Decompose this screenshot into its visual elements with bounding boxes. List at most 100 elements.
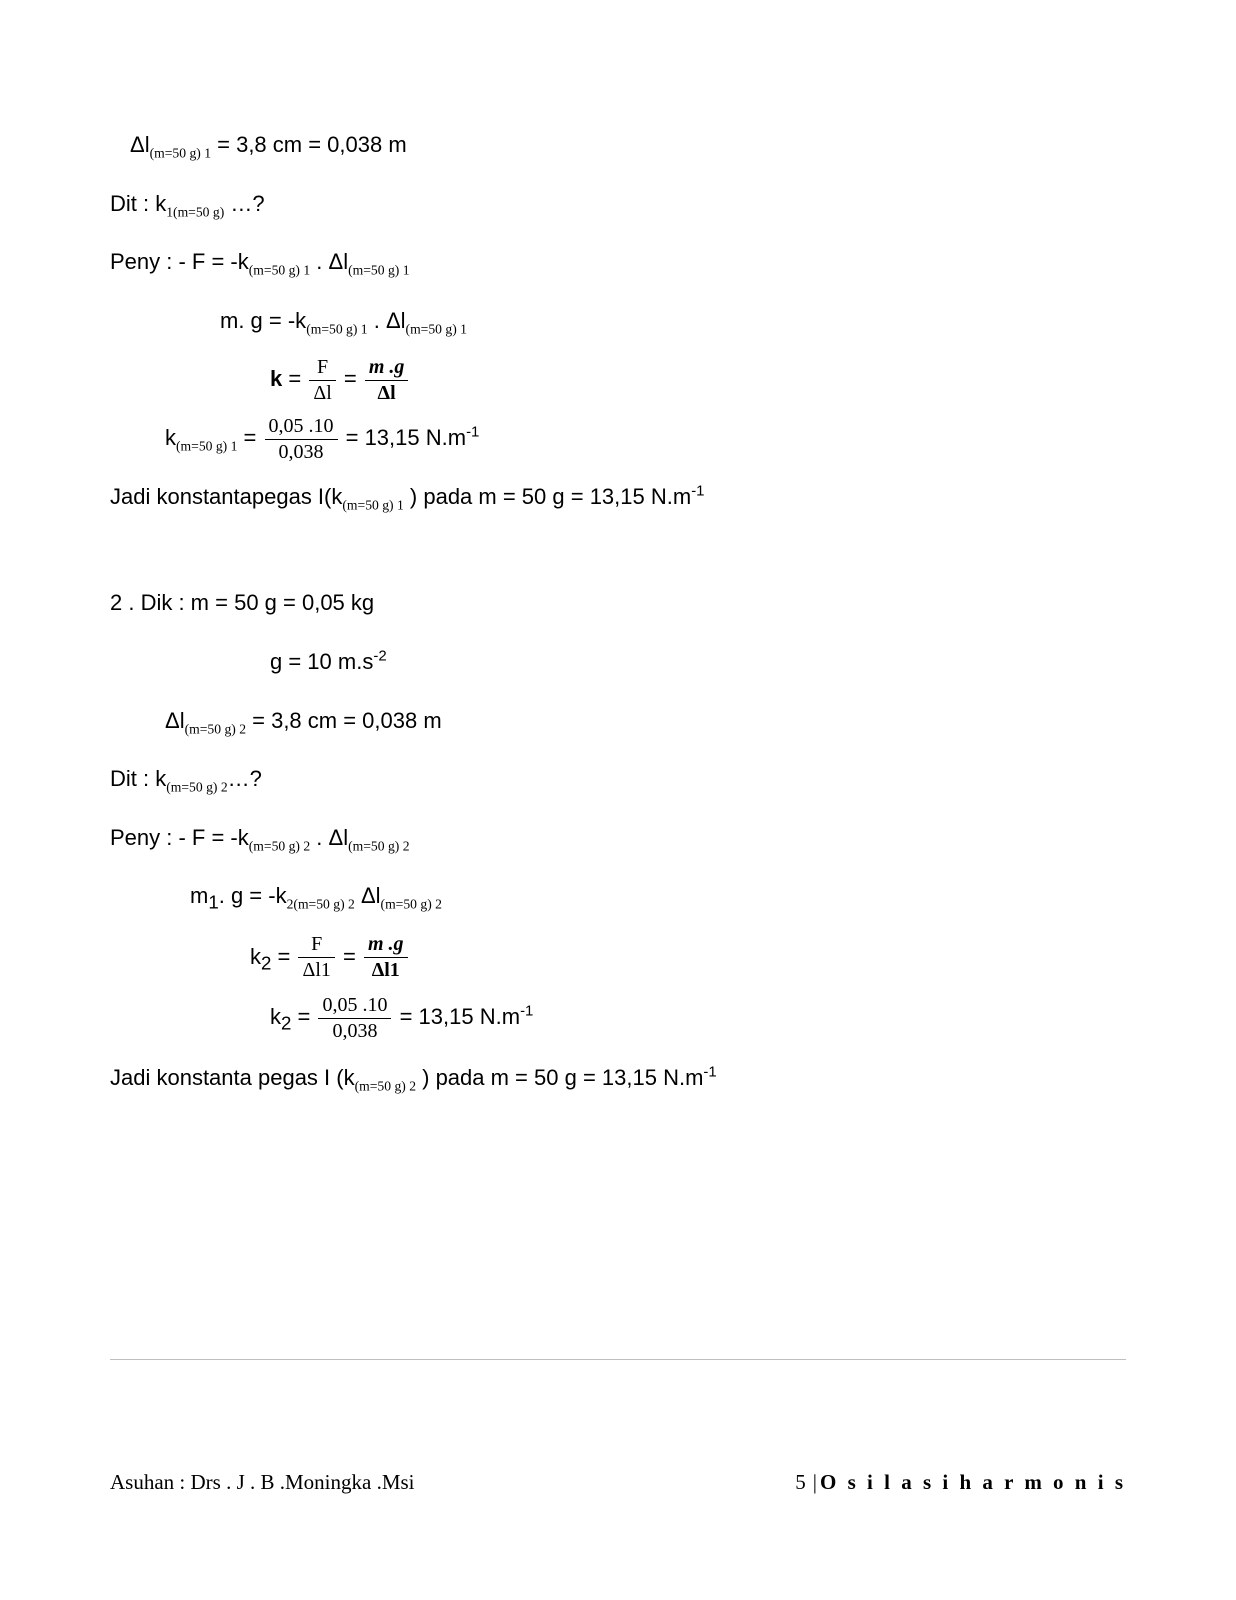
text: = 3,8 cm = 0,038 m: [246, 708, 442, 733]
denominator: Δl: [309, 381, 335, 405]
text: Δl: [165, 708, 185, 733]
text: Δl: [355, 883, 381, 908]
text: = 13,15 N.m: [340, 425, 467, 450]
numerator: 0,05 .10: [318, 994, 391, 1019]
superscript: -1: [520, 1003, 533, 1020]
subscript: 2(m=50 g) 2: [287, 897, 355, 912]
text: =: [282, 366, 307, 391]
text: =: [237, 425, 262, 450]
subscript: 2: [261, 952, 271, 973]
text: k: [250, 944, 261, 969]
subscript: (m=50 g) 1: [406, 321, 467, 336]
subscript: (m=50 g) 2: [348, 838, 409, 853]
page-number: 5: [795, 1470, 806, 1494]
doc-title: O s i l a s i h a r m o n i s: [820, 1470, 1126, 1494]
superscript: -1: [703, 1063, 716, 1080]
equation-line: k2 = 0,05 .100,038 = 13,15 N.m-1: [110, 992, 1126, 1044]
subscript: (m=50 g) 2: [249, 838, 310, 853]
equation-line: Dit : k1(m=50 g) …?: [110, 179, 1126, 230]
denominator: Δl: [365, 381, 409, 405]
fraction: m .gΔl: [365, 356, 409, 405]
superscript: -1: [691, 482, 704, 499]
equation-line: Δl(m=50 g) 2 = 3,8 cm = 0,038 m: [110, 696, 1126, 747]
denominator: 0,038: [265, 440, 338, 464]
superscript: -1: [466, 424, 479, 441]
text: Jadi konstanta pegas I (k: [110, 1065, 355, 1090]
text: . Δl: [310, 825, 348, 850]
equation-line: m. g = -k(m=50 g) 1 . Δl(m=50 g) 1: [110, 296, 1126, 347]
text: . g = -k: [219, 883, 287, 908]
separator: |: [813, 1470, 817, 1494]
text: Dit : k: [110, 766, 166, 791]
conclusion-line: Jadi konstanta pegas I (k(m=50 g) 2 ) pa…: [110, 1053, 1126, 1104]
subscript: (m=50 g) 1: [342, 497, 403, 512]
numerator: m .g: [365, 356, 409, 381]
text: m: [190, 883, 208, 908]
text: …?: [224, 191, 264, 216]
text: k: [270, 1004, 281, 1029]
footer-author: Asuhan : Drs . J . B .Moningka .Msi: [110, 1470, 415, 1495]
text: ) pada m = 50 g = 13,15 N.m: [404, 484, 691, 509]
numerator: m .g: [364, 933, 408, 958]
subscript: (m=50 g) 1: [249, 263, 310, 278]
text: Δl: [130, 132, 150, 157]
text: k: [270, 366, 282, 391]
text: =: [337, 944, 362, 969]
footer-divider: [110, 1359, 1126, 1360]
subscript: (m=50 g) 2: [166, 780, 227, 795]
text: …?: [228, 766, 262, 791]
text: Peny : - F = -k: [110, 825, 249, 850]
fraction: 0,05 .100,038: [265, 415, 338, 464]
text: = 13,15 N.m: [393, 1004, 520, 1029]
text: k: [165, 425, 176, 450]
equation-line: Peny : - F = -k(m=50 g) 2 . Δl(m=50 g) 2: [110, 813, 1126, 864]
denominator: Δl1: [298, 958, 334, 982]
conclusion-line: Jadi konstantapegas I(k(m=50 g) 1 ) pada…: [110, 472, 1126, 523]
equation-line: k = FΔl = m .gΔl: [110, 354, 1126, 405]
text: Jadi konstantapegas I(k: [110, 484, 342, 509]
page-footer: Asuhan : Drs . J . B .Moningka .Msi 5 |O …: [110, 1470, 1126, 1495]
denominator: Δl1: [364, 958, 408, 982]
text: =: [271, 944, 296, 969]
equation-line: m1. g = -k2(m=50 g) 2 Δl(m=50 g) 2: [110, 871, 1126, 923]
subscript: (m=50 g) 2: [355, 1078, 416, 1093]
numerator: 0,05 .10: [265, 415, 338, 440]
subscript: 1(m=50 g): [166, 204, 224, 219]
text: Peny : - F = -k: [110, 249, 249, 274]
fraction: 0,05 .100,038: [318, 994, 391, 1043]
text: g = 10 m.s: [270, 649, 373, 674]
document-page: Δl(m=50 g) 1 = 3,8 cm = 0,038 m Dit : k1…: [0, 0, 1236, 1600]
fraction: m .gΔl1: [364, 933, 408, 982]
subscript: (m=50 g) 2: [381, 897, 442, 912]
subscript: (m=50 g) 2: [185, 721, 246, 736]
footer-page-info: 5 |O s i l a s i h a r m o n i s: [795, 1470, 1126, 1495]
equation-line: Peny : - F = -k(m=50 g) 1 . Δl(m=50 g) 1: [110, 237, 1126, 288]
equation-line: 2 . Dik : m = 50 g = 0,05 kg: [110, 578, 1126, 629]
subscript: (m=50 g) 1: [348, 263, 409, 278]
document-body: Δl(m=50 g) 1 = 3,8 cm = 0,038 m Dit : k1…: [110, 120, 1126, 1103]
text: =: [291, 1004, 316, 1029]
fraction: FΔl: [309, 356, 335, 405]
equation-line: Δl(m=50 g) 1 = 3,8 cm = 0,038 m: [110, 120, 1126, 171]
text: = 3,8 cm = 0,038 m: [211, 132, 407, 157]
text: . Δl: [310, 249, 348, 274]
denominator: 0,038: [318, 1019, 391, 1043]
fraction: FΔl1: [298, 933, 334, 982]
text: ) pada m = 50 g = 13,15 N.m: [416, 1065, 703, 1090]
superscript: -2: [373, 648, 386, 665]
text: . Δl: [368, 308, 406, 333]
subscript: (m=50 g) 1: [306, 321, 367, 336]
subscript: (m=50 g) 1: [150, 145, 211, 160]
subscript: 2: [281, 1013, 291, 1034]
subscript: 1: [208, 892, 218, 913]
text: m. g = -k: [220, 308, 306, 333]
equation-line: k2 = FΔl1 = m .gΔl1: [110, 932, 1126, 984]
numerator: F: [298, 933, 334, 958]
equation-line: k(m=50 g) 1 = 0,05 .100,038 = 13,15 N.m-…: [110, 413, 1126, 464]
text: =: [338, 366, 363, 391]
text: 2 . Dik : m = 50 g = 0,05 kg: [110, 590, 374, 615]
numerator: F: [309, 356, 335, 381]
equation-line: Dit : k(m=50 g) 2…?: [110, 754, 1126, 805]
spacer: [110, 530, 1126, 578]
text: Dit : k: [110, 191, 166, 216]
